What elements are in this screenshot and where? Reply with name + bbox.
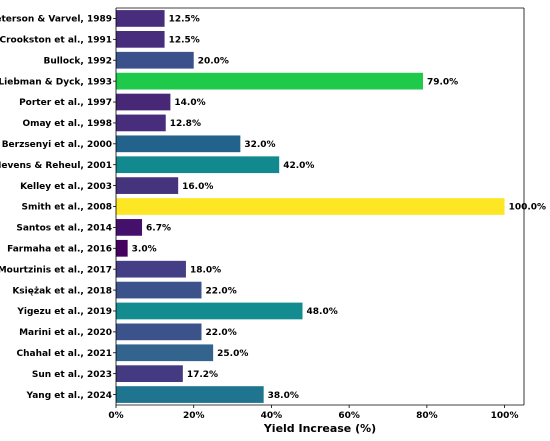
category-label-10: Santos et al., 2014 (16, 224, 112, 234)
bar-12 (116, 260, 186, 278)
value-label-1: 12.5% (169, 36, 200, 46)
bar-6 (116, 135, 241, 153)
bar-18 (116, 386, 264, 403)
category-label-12: Mourtzinis et al., 2017 (0, 265, 112, 275)
category-label-14: Yigezu et al., 2019 (16, 307, 112, 317)
value-label-14: 48.0% (307, 307, 338, 317)
category-label-2: Bullock, 1992 (43, 56, 112, 66)
bar-7 (116, 156, 280, 174)
axes-group: 0% 20% 40% 60% 80% 100% (108, 7, 525, 421)
value-label-4: 14.0% (174, 98, 205, 108)
category-label-16: Chahal et al., 2021 (16, 349, 112, 359)
bar-13 (116, 281, 202, 299)
value-label-16: 25.0% (217, 349, 248, 359)
bar-15 (116, 323, 202, 341)
value-label-15: 22.0% (205, 328, 236, 338)
value-label-6: 32.0% (244, 140, 275, 150)
category-label-7: Nevens & Reheul, 2001 (0, 161, 112, 171)
value-label-2: 20.0% (198, 56, 229, 66)
bar-9 (116, 198, 505, 215)
value-label-13: 22.0% (205, 286, 236, 296)
value-label-3: 79.0% (427, 77, 458, 87)
bar-3 (116, 72, 423, 90)
category-label-3: Liebman & Dyck, 1993 (0, 77, 112, 87)
bar-1 (116, 30, 165, 48)
value-label-12: 18.0% (190, 265, 221, 275)
category-label-1: Crookston et al., 1991 (0, 36, 112, 46)
bar-17 (116, 365, 183, 383)
category-label-15: Marini et al., 2020 (19, 328, 112, 338)
category-label-17: Sun et al., 2023 (32, 370, 112, 380)
category-label-8: Kelley et al., 2003 (20, 182, 112, 192)
category-labels-group: Peterson & Varvel, 1989 Crookston et al.,… (0, 15, 112, 401)
x-tick-label-5: 100% (491, 411, 519, 421)
category-label-11: Farmaha et al., 2016 (7, 244, 112, 254)
bar-5 (116, 114, 166, 132)
bar-14 (116, 302, 303, 320)
bar-2 (116, 51, 194, 69)
x-tick-label-4: 80% (416, 411, 438, 421)
bar-10 (116, 219, 143, 236)
bar-0 (116, 10, 165, 27)
value-label-7: 42.0% (283, 161, 314, 171)
category-label-6: Berzsenyi et al., 2000 (2, 140, 112, 150)
value-label-9: 100.0% (509, 203, 546, 213)
category-label-5: Omay et al., 1998 (22, 119, 112, 129)
x-tick-label-2: 40% (261, 411, 283, 421)
x-tick-label-1: 20% (183, 411, 205, 421)
bar-4 (116, 93, 171, 111)
x-axis-title: Yield Increase (%) (263, 422, 376, 435)
value-label-11: 3.0% (132, 244, 157, 254)
category-label-0: Peterson & Varvel, 1989 (0, 15, 112, 25)
value-labels-group: 12.5% 12.5% 20.0% 79.0% 14.0% 12.8% 32.0% 42.0%… (132, 15, 546, 401)
x-tick-label-0: 0% (108, 411, 123, 421)
bar-8 (116, 177, 179, 194)
category-label-9: Smith et al., 2008 (21, 203, 112, 213)
bars-group (116, 10, 505, 403)
value-label-10: 6.7% (146, 224, 171, 234)
value-label-18: 38.0% (268, 391, 299, 401)
category-label-4: Porter et al., 1997 (19, 98, 112, 108)
value-label-0: 12.5% (169, 15, 200, 25)
value-label-8: 16.0% (182, 182, 213, 192)
category-label-13: Księżak et al., 2018 (12, 286, 112, 296)
bar-11 (116, 239, 128, 257)
x-tick-label-3: 60% (338, 411, 360, 421)
category-label-18: Yang et al., 2024 (26, 391, 112, 401)
value-label-17: 17.2% (187, 370, 218, 380)
value-label-5: 12.8% (170, 119, 201, 129)
bar-16 (116, 344, 214, 362)
